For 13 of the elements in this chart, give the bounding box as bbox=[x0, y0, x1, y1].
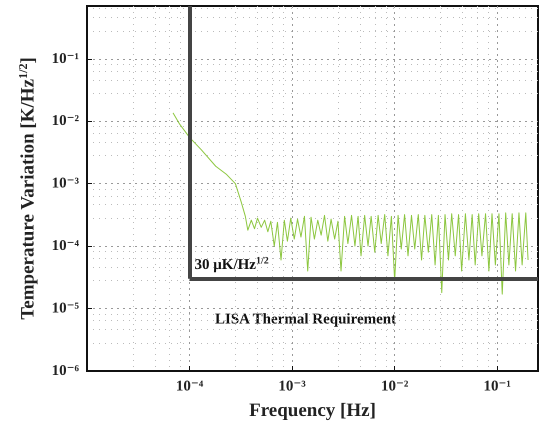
x-axis-title: Frequency [Hz] bbox=[249, 400, 376, 421]
x-tick-label: 10⁻¹ bbox=[483, 378, 511, 394]
y-tick-label: 10⁻⁴ bbox=[52, 238, 80, 254]
y-tick-label: 10⁻² bbox=[52, 113, 80, 130]
y-axis-title: Temperature Variation [K/Hz1/2] bbox=[16, 57, 38, 320]
x-tick-label: 10⁻⁴ bbox=[176, 378, 204, 394]
x-tick-label: 10⁻² bbox=[380, 378, 409, 394]
y-tick-label: 10⁻³ bbox=[52, 176, 80, 192]
y-tick-label: 10⁻¹ bbox=[52, 50, 79, 67]
y-tick-label: 10⁻⁵ bbox=[52, 300, 80, 317]
x-tick-label: 10⁻³ bbox=[278, 378, 306, 394]
y-tick-label: 10⁻⁶ bbox=[52, 363, 80, 379]
annotation: LISA Thermal Requirement bbox=[215, 312, 396, 328]
